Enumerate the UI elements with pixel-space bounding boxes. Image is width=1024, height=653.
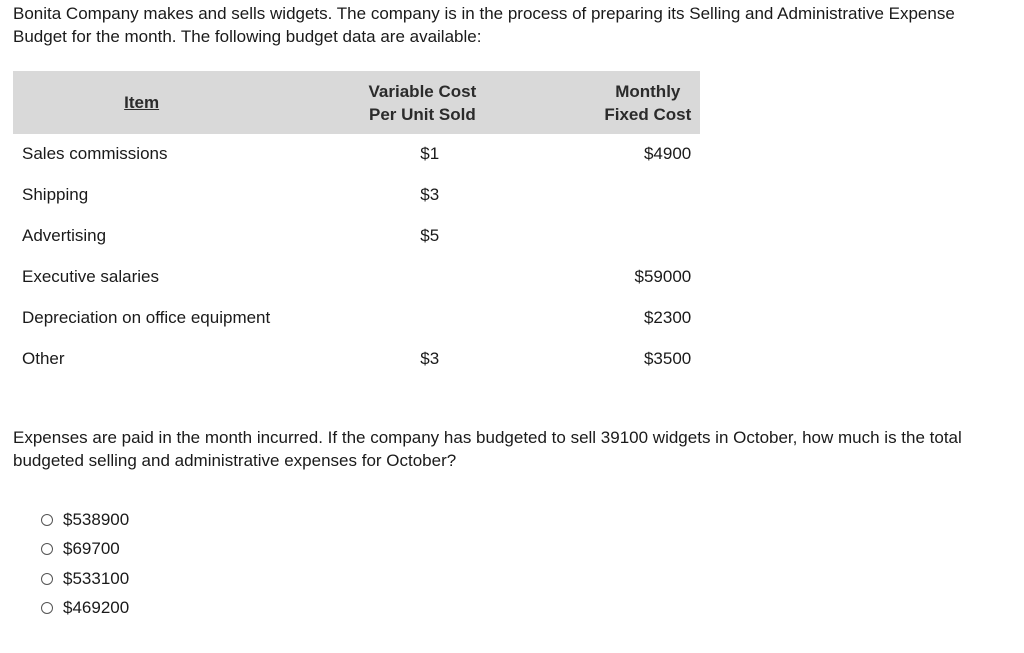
answer-options: $538900 $69700 $533100 $469200 (41, 505, 129, 623)
table-row: Shipping $3 (13, 174, 700, 215)
row-item: Depreciation on office equipment (22, 307, 271, 327)
variable-value: $1 (420, 144, 440, 163)
row-variable-cost: $3 (270, 338, 476, 379)
header-fixed-line2: Fixed Cost (604, 104, 692, 124)
row-fixed-cost: $3500 (643, 348, 692, 368)
row-variable-cost (270, 297, 476, 338)
row-item: Advertising (22, 225, 107, 245)
row-fixed-cost: $2300 (643, 307, 692, 327)
header-variable-line2: Per Unit Sold (369, 104, 476, 124)
answer-option-label: $69700 (63, 539, 120, 559)
variable-value: $5 (420, 225, 440, 245)
radio-button[interactable] (41, 513, 53, 526)
table-row: Advertising $5 (13, 215, 700, 256)
radio-button[interactable] (41, 602, 53, 615)
table-row: Other $3 $3500 (13, 338, 700, 379)
answer-option-label: $469200 (63, 598, 130, 618)
radio-button[interactable] (41, 543, 53, 556)
answer-option-label: $533100 (63, 568, 130, 588)
header-variable-cost: Variable Cost Per Unit Sold (270, 71, 477, 134)
header-variable-line1: Variable Cost (368, 81, 477, 101)
header-item: Item (13, 71, 271, 134)
answer-option[interactable]: $69700 (41, 535, 129, 565)
row-item: Other (22, 348, 65, 368)
answer-option[interactable]: $538900 (41, 505, 129, 535)
header-item-label: Item (124, 93, 160, 112)
row-variable-cost: $1 (270, 134, 476, 174)
budget-table: Item Variable Cost Per Unit Sold Monthly… (13, 71, 701, 379)
row-fixed-cost: $4900 (643, 144, 692, 163)
row-fixed-cost (476, 215, 700, 256)
row-variable-cost: $5 (270, 215, 476, 256)
table-header-row: Item Variable Cost Per Unit Sold Monthly… (13, 71, 701, 134)
answer-option[interactable]: $533100 (41, 564, 129, 594)
row-item: Sales commissions (22, 144, 168, 163)
answer-option[interactable]: $469200 (41, 594, 129, 624)
row-item: Executive salaries (22, 266, 160, 286)
table-row: Depreciation on office equipment $2300 (13, 297, 700, 338)
row-fixed-cost (476, 174, 700, 215)
row-fixed-cost: $59000 (634, 266, 692, 286)
question-text: Expenses are paid in the month incurred.… (13, 428, 962, 470)
header-fixed-cost: Monthly Fixed Cost (476, 71, 701, 134)
answer-option-label: $538900 (63, 509, 130, 529)
variable-value: $3 (420, 348, 440, 368)
table-row: Executive salaries $59000 (13, 256, 700, 297)
radio-button[interactable] (41, 572, 53, 585)
variable-value: $3 (420, 184, 440, 204)
row-item: Shipping (22, 184, 89, 204)
row-variable-cost: $3 (270, 174, 476, 215)
intro-text: Bonita Company makes and sells widgets. … (13, 4, 955, 46)
table-row: Sales commissions $1 $4900 (13, 134, 700, 174)
header-fixed-line1: Monthly (615, 81, 681, 101)
row-variable-cost (270, 256, 476, 297)
